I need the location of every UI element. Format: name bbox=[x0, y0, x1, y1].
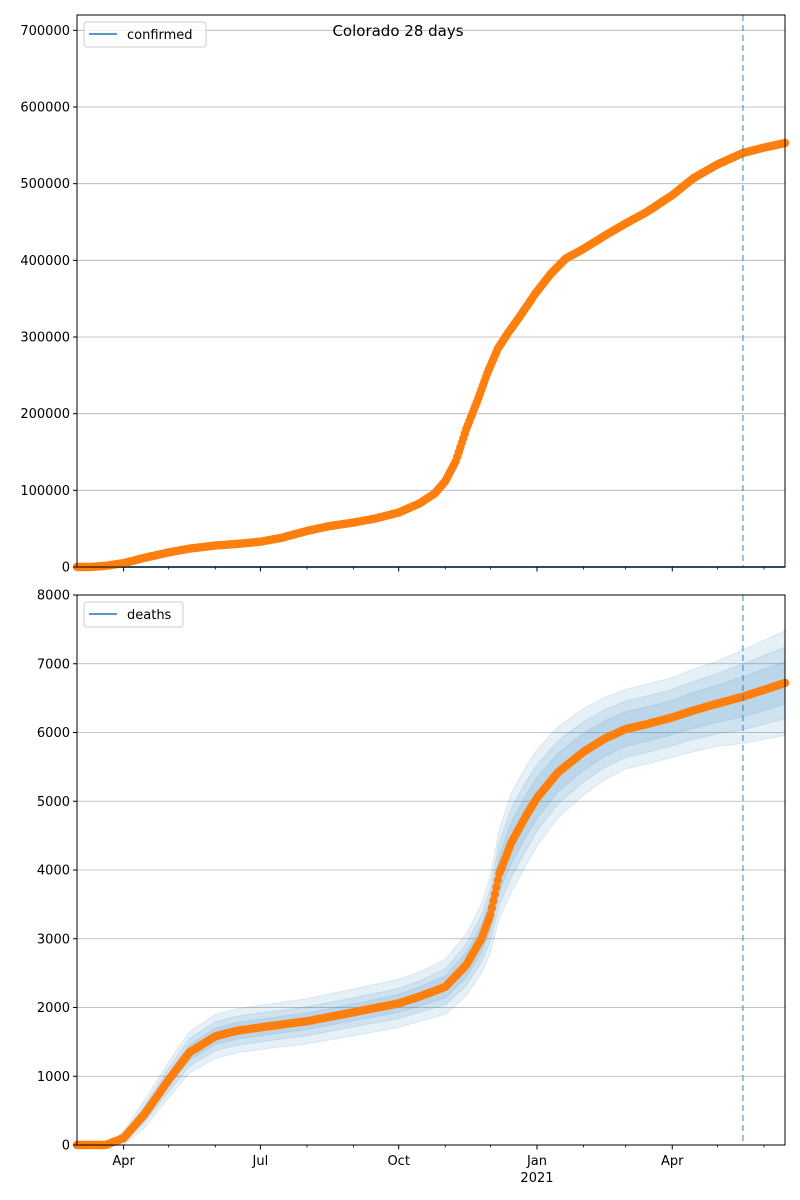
confirmed-axes-frame bbox=[76, 14, 786, 568]
deaths-marks bbox=[72, 595, 790, 1150]
legend-box bbox=[83, 21, 207, 48]
y-tick-label: 0 bbox=[62, 561, 70, 576]
y-tick-label: 3000 bbox=[37, 932, 70, 947]
x-tick-label: Jan bbox=[526, 1154, 547, 1169]
y-tick-label: 6000 bbox=[37, 726, 70, 741]
data-point bbox=[487, 903, 497, 912]
x-tick-label: Oct bbox=[387, 1154, 409, 1169]
y-tick-label: 1000 bbox=[37, 1070, 70, 1085]
x-tick-label: Apr bbox=[661, 1154, 684, 1169]
confirmed-ticks: 0 100000 200000 300000 400000 500000 600000 700… bbox=[20, 24, 765, 576]
y-tick-label: 7000 bbox=[37, 657, 70, 672]
legend-box bbox=[83, 601, 184, 628]
data-point bbox=[489, 896, 498, 906]
confirmed-legend: confirmed bbox=[83, 21, 207, 48]
data-point bbox=[486, 910, 495, 919]
x-tick-label: Jul bbox=[252, 1154, 269, 1169]
x-axis-year-label: 2021 bbox=[520, 1171, 553, 1186]
deaths-panel: 0 1000 2000 3000 4000 5000 6000 7000 8000 Apr Jul O… bbox=[37, 589, 790, 1186]
confirmed-panel: 0 100000 200000 300000 400000 500000 600000 700… bbox=[20, 14, 790, 576]
chart-title: Colorado 28 days bbox=[332, 22, 463, 40]
y-tick-label: 500000 bbox=[20, 177, 70, 192]
y-tick-label: 300000 bbox=[20, 331, 70, 346]
x-tick-label: Apr bbox=[112, 1154, 135, 1169]
deaths-ticks: 0 1000 2000 3000 4000 5000 6000 7000 8000 Apr Jul O… bbox=[37, 589, 765, 1169]
y-tick-label: 5000 bbox=[37, 795, 70, 810]
legend-label-deaths: deaths bbox=[127, 608, 172, 623]
y-tick-label: 400000 bbox=[20, 254, 70, 269]
y-tick-label: 200000 bbox=[20, 407, 70, 422]
data-point bbox=[492, 883, 501, 892]
y-tick-label: 100000 bbox=[20, 484, 70, 499]
y-tick-label: 4000 bbox=[37, 864, 70, 879]
y-tick-label: 700000 bbox=[20, 24, 70, 39]
data-point bbox=[490, 889, 500, 899]
data-point bbox=[493, 876, 503, 885]
y-tick-label: 600000 bbox=[20, 101, 70, 116]
y-tick-label: 8000 bbox=[37, 589, 70, 604]
y-tick-label: 2000 bbox=[37, 1001, 70, 1016]
deaths-legend: deaths bbox=[83, 601, 184, 628]
y-tick-label: 0 bbox=[62, 1139, 70, 1154]
legend-label-confirmed: confirmed bbox=[127, 28, 193, 43]
